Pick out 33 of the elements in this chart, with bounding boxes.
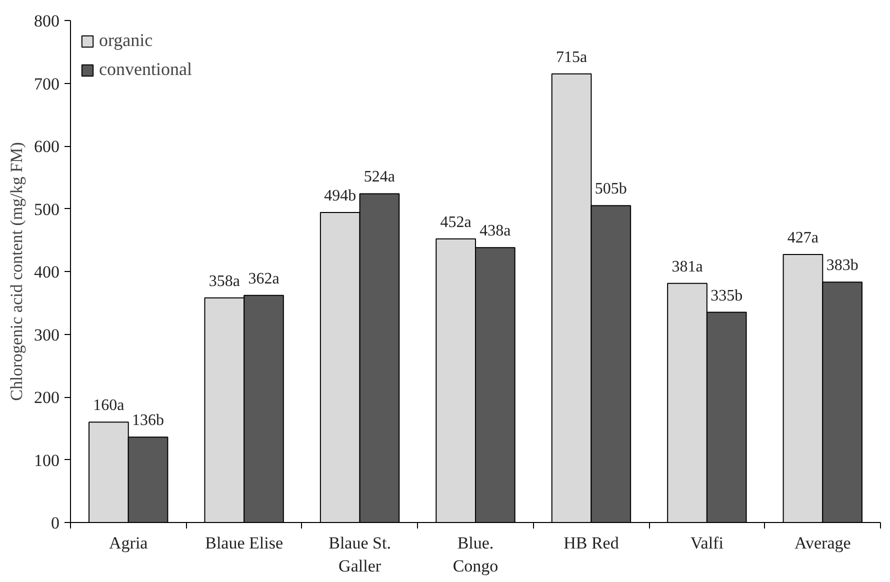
y-tick-label: 500 [34,200,60,219]
x-tick-label: HB Red [564,534,620,552]
data-label: 381a [672,258,703,276]
data-label: 494b [324,188,356,205]
x-tick-label: Blue. Congo [452,534,498,576]
data-label: 362a [248,270,280,288]
y-tick-label: 600 [34,137,60,156]
y-tick-label: 800 [34,12,60,30]
data-label: 524a [364,168,396,186]
data-label: 438a [480,222,511,240]
legend-label: organic [99,30,153,51]
data-label: 452a [440,214,472,231]
x-tick-label: Valfi [690,534,724,552]
x-tick-label: Blaue Elise [205,534,284,552]
legend-label: conventional [99,59,192,80]
x-tick-label: Blaue St. Galler [328,534,391,576]
y-tick-label: 400 [34,262,60,282]
y-tick-label: 300 [34,325,60,344]
y-tick-label: 700 [34,74,60,94]
data-label: 505b [594,180,627,198]
data-label: 335b [710,287,743,304]
y-tick-label: 200 [34,388,60,407]
x-tick-label: Average [794,534,851,552]
data-label: 136b [132,412,164,430]
y-tick-label: 0 [51,514,60,532]
data-label: 715a [556,48,588,66]
data-label: 427a [787,230,819,247]
y-tick-label: 100 [34,450,60,470]
data-label: 383b [826,257,858,274]
x-tick-label: Agria [109,534,148,552]
data-label: 160a [93,397,124,414]
data-label: 358a [208,272,240,290]
y-axis-title: Chlorogenic acid content (mg/kg FM) [7,142,26,401]
